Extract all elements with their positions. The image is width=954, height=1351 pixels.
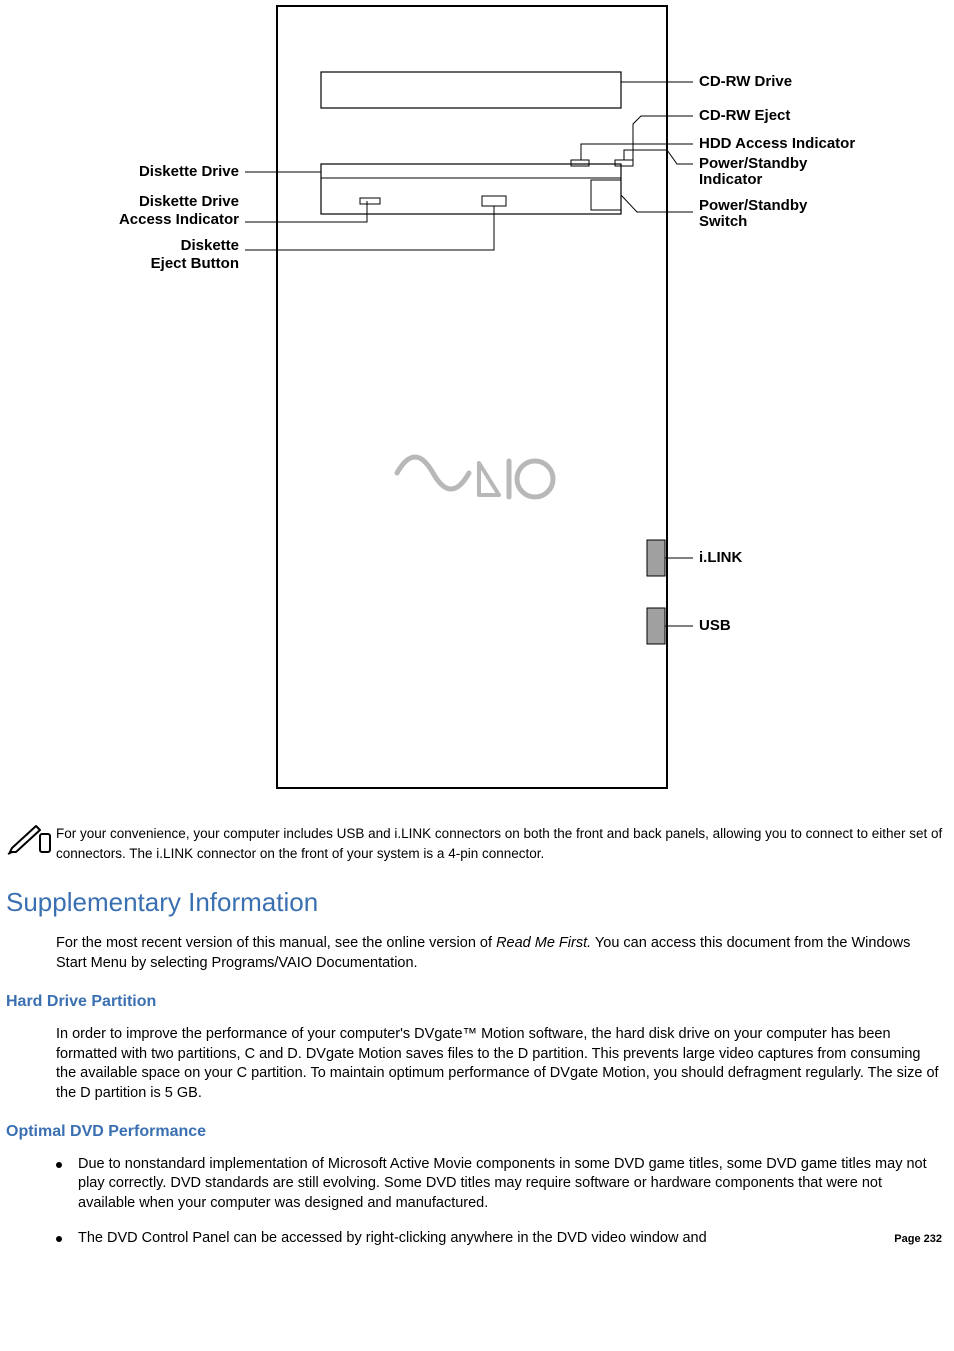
label-cdrw-drive: CD-RW Drive bbox=[699, 73, 792, 90]
supplementary-info-heading: Supplementary Information bbox=[6, 885, 948, 920]
dvd-bullet-list: Due to nonstandard implementation of Mic… bbox=[56, 1155, 942, 1249]
dvd-bullet-1: Due to nonstandard implementation of Mic… bbox=[56, 1155, 942, 1214]
label-diskette-access-1: Diskette Drive bbox=[139, 193, 239, 210]
note-text: For your convenience, your computer incl… bbox=[56, 824, 948, 863]
hard-drive-body: In order to improve the performance of y… bbox=[56, 1025, 942, 1103]
supp-body-before: For the most recent version of this manu… bbox=[56, 935, 496, 951]
optimal-dvd-heading: Optimal DVD Performance bbox=[6, 1121, 948, 1143]
label-power-ind-1: Power/Standby bbox=[699, 155, 808, 172]
label-ilink: i.LINK bbox=[699, 549, 742, 566]
label-hdd-access: HDD Access Indicator bbox=[699, 135, 855, 152]
label-diskette-access-2: Access Indicator bbox=[119, 211, 239, 228]
front-panel-diagram: Diskette Drive Diskette Drive Access Ind… bbox=[6, 0, 948, 800]
note-block: For your convenience, your computer incl… bbox=[6, 824, 948, 863]
hard-drive-heading: Hard Drive Partition bbox=[6, 991, 948, 1013]
page-number: Page 232 bbox=[894, 1232, 942, 1247]
supp-body-italic: Read Me First. bbox=[496, 935, 591, 951]
label-diskette-drive: Diskette Drive bbox=[139, 163, 239, 180]
pen-note-icon bbox=[6, 822, 52, 863]
label-cdrw-eject: CD-RW Eject bbox=[699, 107, 790, 124]
label-diskette-eject-2: Eject Button bbox=[151, 255, 239, 272]
supplementary-body: For the most recent version of this manu… bbox=[56, 934, 942, 973]
label-usb: USB bbox=[699, 617, 731, 634]
dvd-bullet-2-text: The DVD Control Panel can be accessed by… bbox=[78, 1229, 894, 1249]
label-diskette-eject-1: Diskette bbox=[181, 237, 239, 254]
diagram-svg: Diskette Drive Diskette Drive Access Ind… bbox=[67, 0, 887, 800]
dvd-bullet-2: The DVD Control Panel can be accessed by… bbox=[56, 1229, 942, 1249]
label-power-ind-2: Indicator bbox=[699, 171, 763, 188]
label-power-sw-2: Switch bbox=[699, 213, 747, 230]
label-power-sw-1: Power/Standby bbox=[699, 197, 808, 214]
